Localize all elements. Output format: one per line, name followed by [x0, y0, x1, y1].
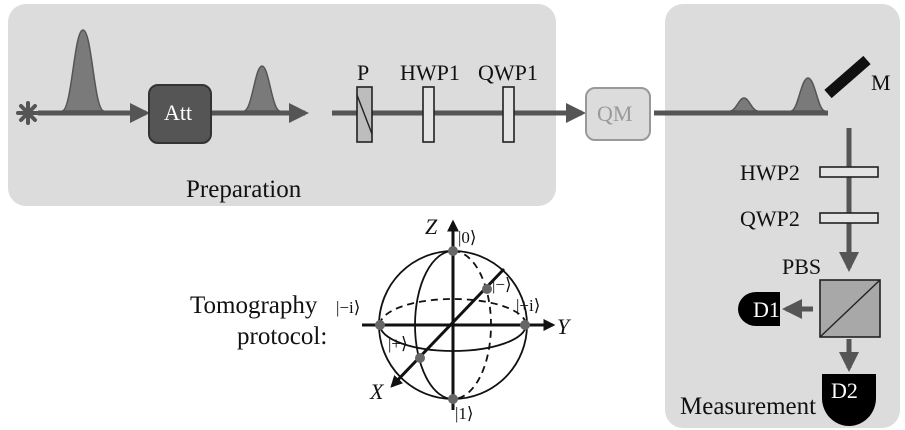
qwp1-label: QWP1 [478, 60, 538, 85]
tomography-label-line2: protocol: [237, 323, 328, 350]
mirror [824, 55, 871, 99]
state-dot-minus [482, 284, 492, 294]
bloch-sphere [362, 219, 556, 410]
detector-d1-label: D1 [753, 297, 780, 322]
attenuator-label: Att [164, 100, 193, 125]
tomography-label-line1: Tomography [190, 292, 318, 319]
attenuator-box [148, 84, 212, 144]
polarizer-label: P [357, 60, 370, 85]
hwp1-label: HWP1 [400, 60, 460, 85]
detector-d2-icon [822, 374, 876, 426]
state-label-zero: |0⟩ [458, 228, 477, 247]
qwp1-plate [502, 86, 515, 143]
input-pulse [61, 29, 105, 112]
state-label-minus: |−⟩ [492, 275, 512, 294]
pbs-label: PBS [782, 254, 822, 279]
state-dot-one [448, 394, 458, 404]
detector-d1-icon [738, 292, 780, 326]
state-label-plus-i: |+i⟩ [516, 296, 541, 315]
hwp1-plate [422, 86, 435, 143]
state-dot-minus-i [375, 320, 385, 330]
pbs-diagonal [819, 279, 881, 338]
axis-x-label: X [370, 379, 384, 404]
state-label-minus-i: |−i⟩ [336, 298, 361, 317]
attenuated-pulse [243, 65, 281, 112]
retrieved-pulse-small [729, 97, 759, 112]
state-label-plus: |+⟩ [388, 334, 408, 353]
qwp2-plate [819, 212, 879, 224]
state-label-one: |1⟩ [455, 404, 474, 423]
source-star-icon [16, 101, 40, 125]
hwp2-plate [819, 166, 879, 178]
qm-label: QM [597, 101, 633, 126]
measurement-title: Measurement [680, 393, 817, 420]
detector-d2-label: D2 [831, 378, 858, 403]
qwp2-label: QWP2 [740, 206, 800, 231]
equator-back [379, 298, 527, 326]
polarizer-diagonal [356, 94, 373, 135]
state-dot-plus [415, 353, 425, 363]
preparation-panel [8, 4, 556, 206]
hwp2-label: HWP2 [740, 160, 800, 185]
axis-z-label: Z [425, 214, 438, 239]
retrieved-pulse-large [790, 77, 826, 112]
mirror-label: M [871, 70, 891, 95]
qm-box [585, 87, 651, 141]
state-dot-zero [448, 246, 458, 256]
state-dot-plus-i [520, 320, 530, 330]
axis-y-label: Y [557, 314, 570, 339]
preparation-title: Preparation [186, 176, 302, 203]
